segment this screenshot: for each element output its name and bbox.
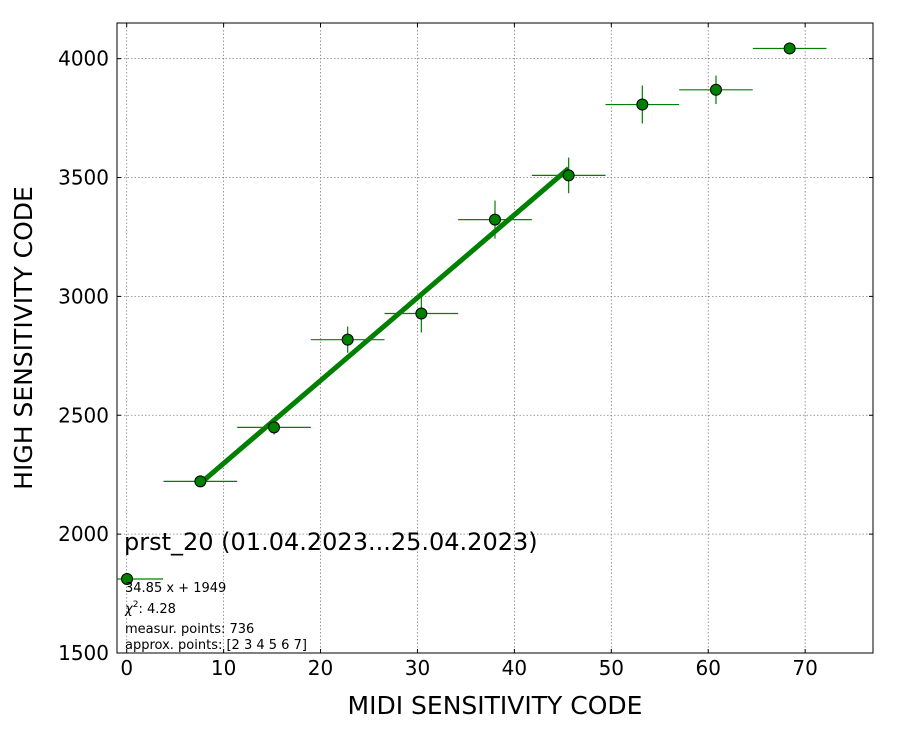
y-tick-label: 2500: [58, 403, 109, 427]
x-tick-label: 40: [502, 656, 527, 680]
data-point: [415, 307, 428, 320]
chi2-value: : 4.28: [138, 602, 175, 617]
approx-points-label: approx. points: [2 3 4 5 6 7]: [125, 638, 307, 653]
y-tick-label: 3500: [58, 166, 109, 190]
x-ticks: 0 10 20 30 40 50 60 70: [120, 23, 818, 680]
x-tick-label: 50: [599, 656, 624, 680]
x-tick-label: 0: [120, 656, 133, 680]
data-point: [783, 42, 796, 55]
x-tick-label: 20: [308, 656, 333, 680]
fit-equation-label: 34.85 x + 1949: [125, 581, 226, 596]
y-tick-label: 3000: [58, 284, 109, 308]
x-tick-label: 10: [211, 656, 236, 680]
x-tick-label: 30: [405, 656, 430, 680]
x-tick-label: 60: [696, 656, 721, 680]
y-ticks: 1500 2000 2500 3000 3500 4000: [58, 47, 873, 665]
data-points: [194, 42, 796, 488]
measur-points-label: measur. points: 736: [125, 622, 254, 637]
data-point: [489, 213, 501, 226]
y-tick-label: 1500: [58, 641, 109, 665]
plot-frame: [116, 22, 874, 654]
legend-marker: [121, 573, 133, 585]
y-axis-label: HIGH SENSITIVITY CODE: [9, 186, 38, 490]
data-point: [268, 421, 281, 434]
x-axis-label: MIDI SENSITIVITY CODE: [348, 691, 643, 720]
data-point: [194, 475, 207, 488]
legend: 34.85 x + 1949 χ2: 4.28 measur. points: …: [117, 573, 307, 653]
grid: [117, 23, 873, 653]
x-tick-label: 70: [792, 656, 817, 680]
chi2-symbol: χ: [124, 602, 134, 617]
data-point: [636, 98, 649, 111]
fit-line: [198, 166, 571, 486]
data-point: [709, 83, 722, 96]
chi2-superscript: 2: [133, 600, 139, 610]
data-point: [562, 169, 575, 182]
chart-title: prst_20 (01.04.2023...25.04.2023): [124, 528, 538, 556]
y-tick-label: 2000: [58, 522, 109, 546]
data-point: [341, 333, 354, 346]
plot-area: [117, 23, 873, 653]
y-tick-label: 4000: [58, 47, 109, 71]
chi2-label: χ2: 4.28: [124, 600, 176, 617]
fit-line-layer: [198, 166, 571, 486]
